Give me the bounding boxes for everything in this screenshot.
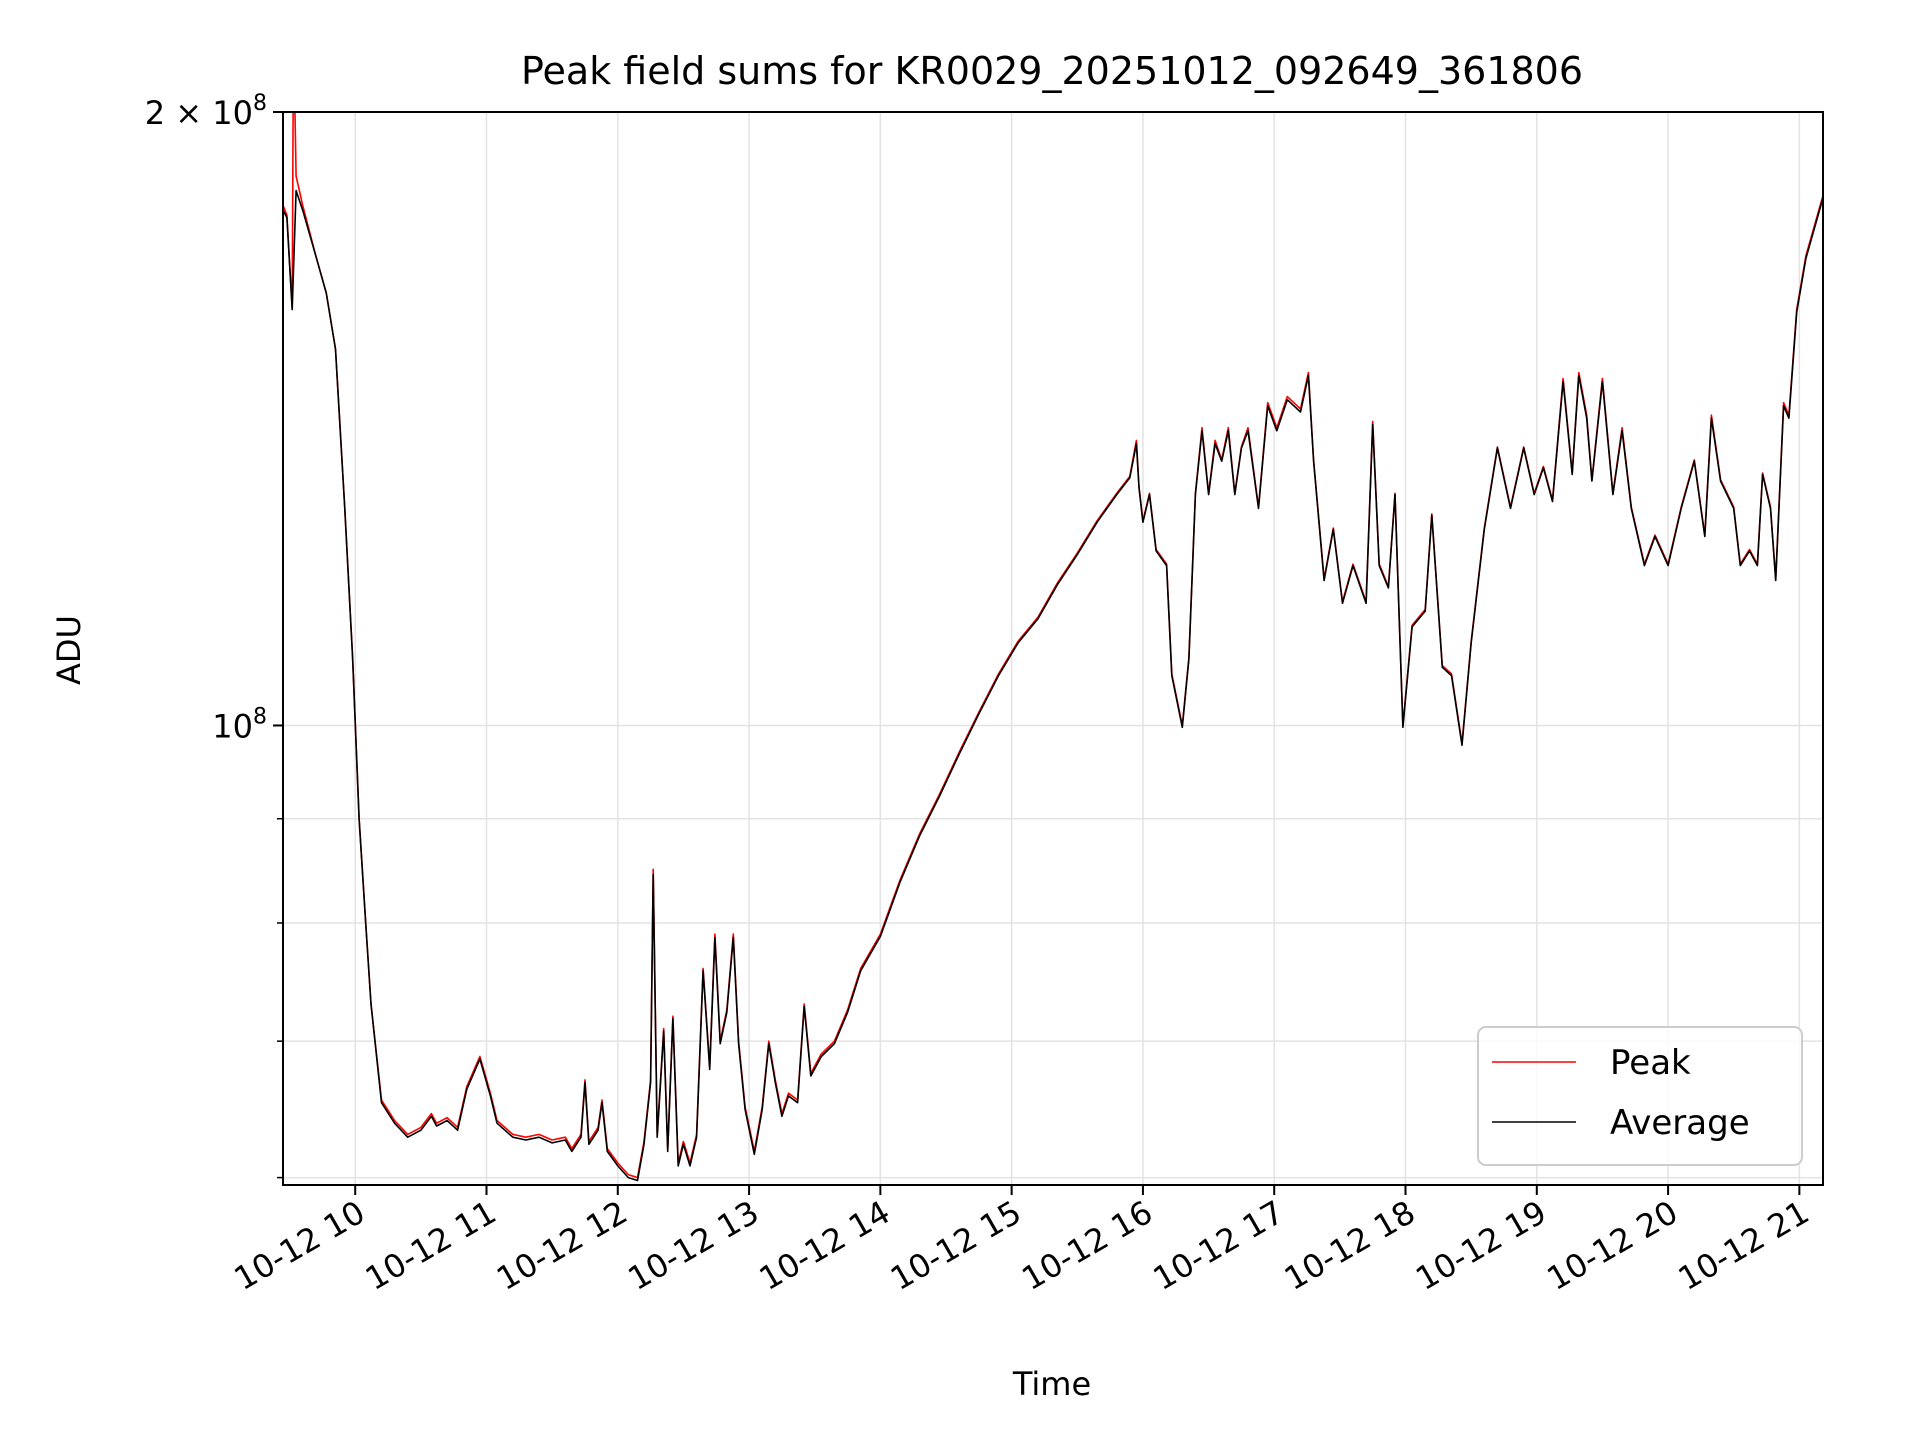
y-tick-label: 2 × 108 xyxy=(145,91,267,132)
plot-frame xyxy=(282,111,1824,1186)
y-tick-label: 108 xyxy=(212,704,267,745)
legend-average-label: Average xyxy=(1610,1103,1750,1143)
grid-layer xyxy=(283,111,1823,1185)
series-line-average xyxy=(283,189,1823,1182)
series-layer xyxy=(283,112,1823,1182)
x-axis-label: Time xyxy=(1012,1365,1091,1403)
y-axis-label: ADU xyxy=(50,615,88,685)
chart-title: Peak field sums for KR0029_20251012_0926… xyxy=(521,49,1583,93)
y-axis: 108 2 × 108 xyxy=(145,91,283,1179)
legend-peak-label: Peak xyxy=(1610,1043,1691,1083)
legend: Peak Average xyxy=(1477,1026,1803,1166)
